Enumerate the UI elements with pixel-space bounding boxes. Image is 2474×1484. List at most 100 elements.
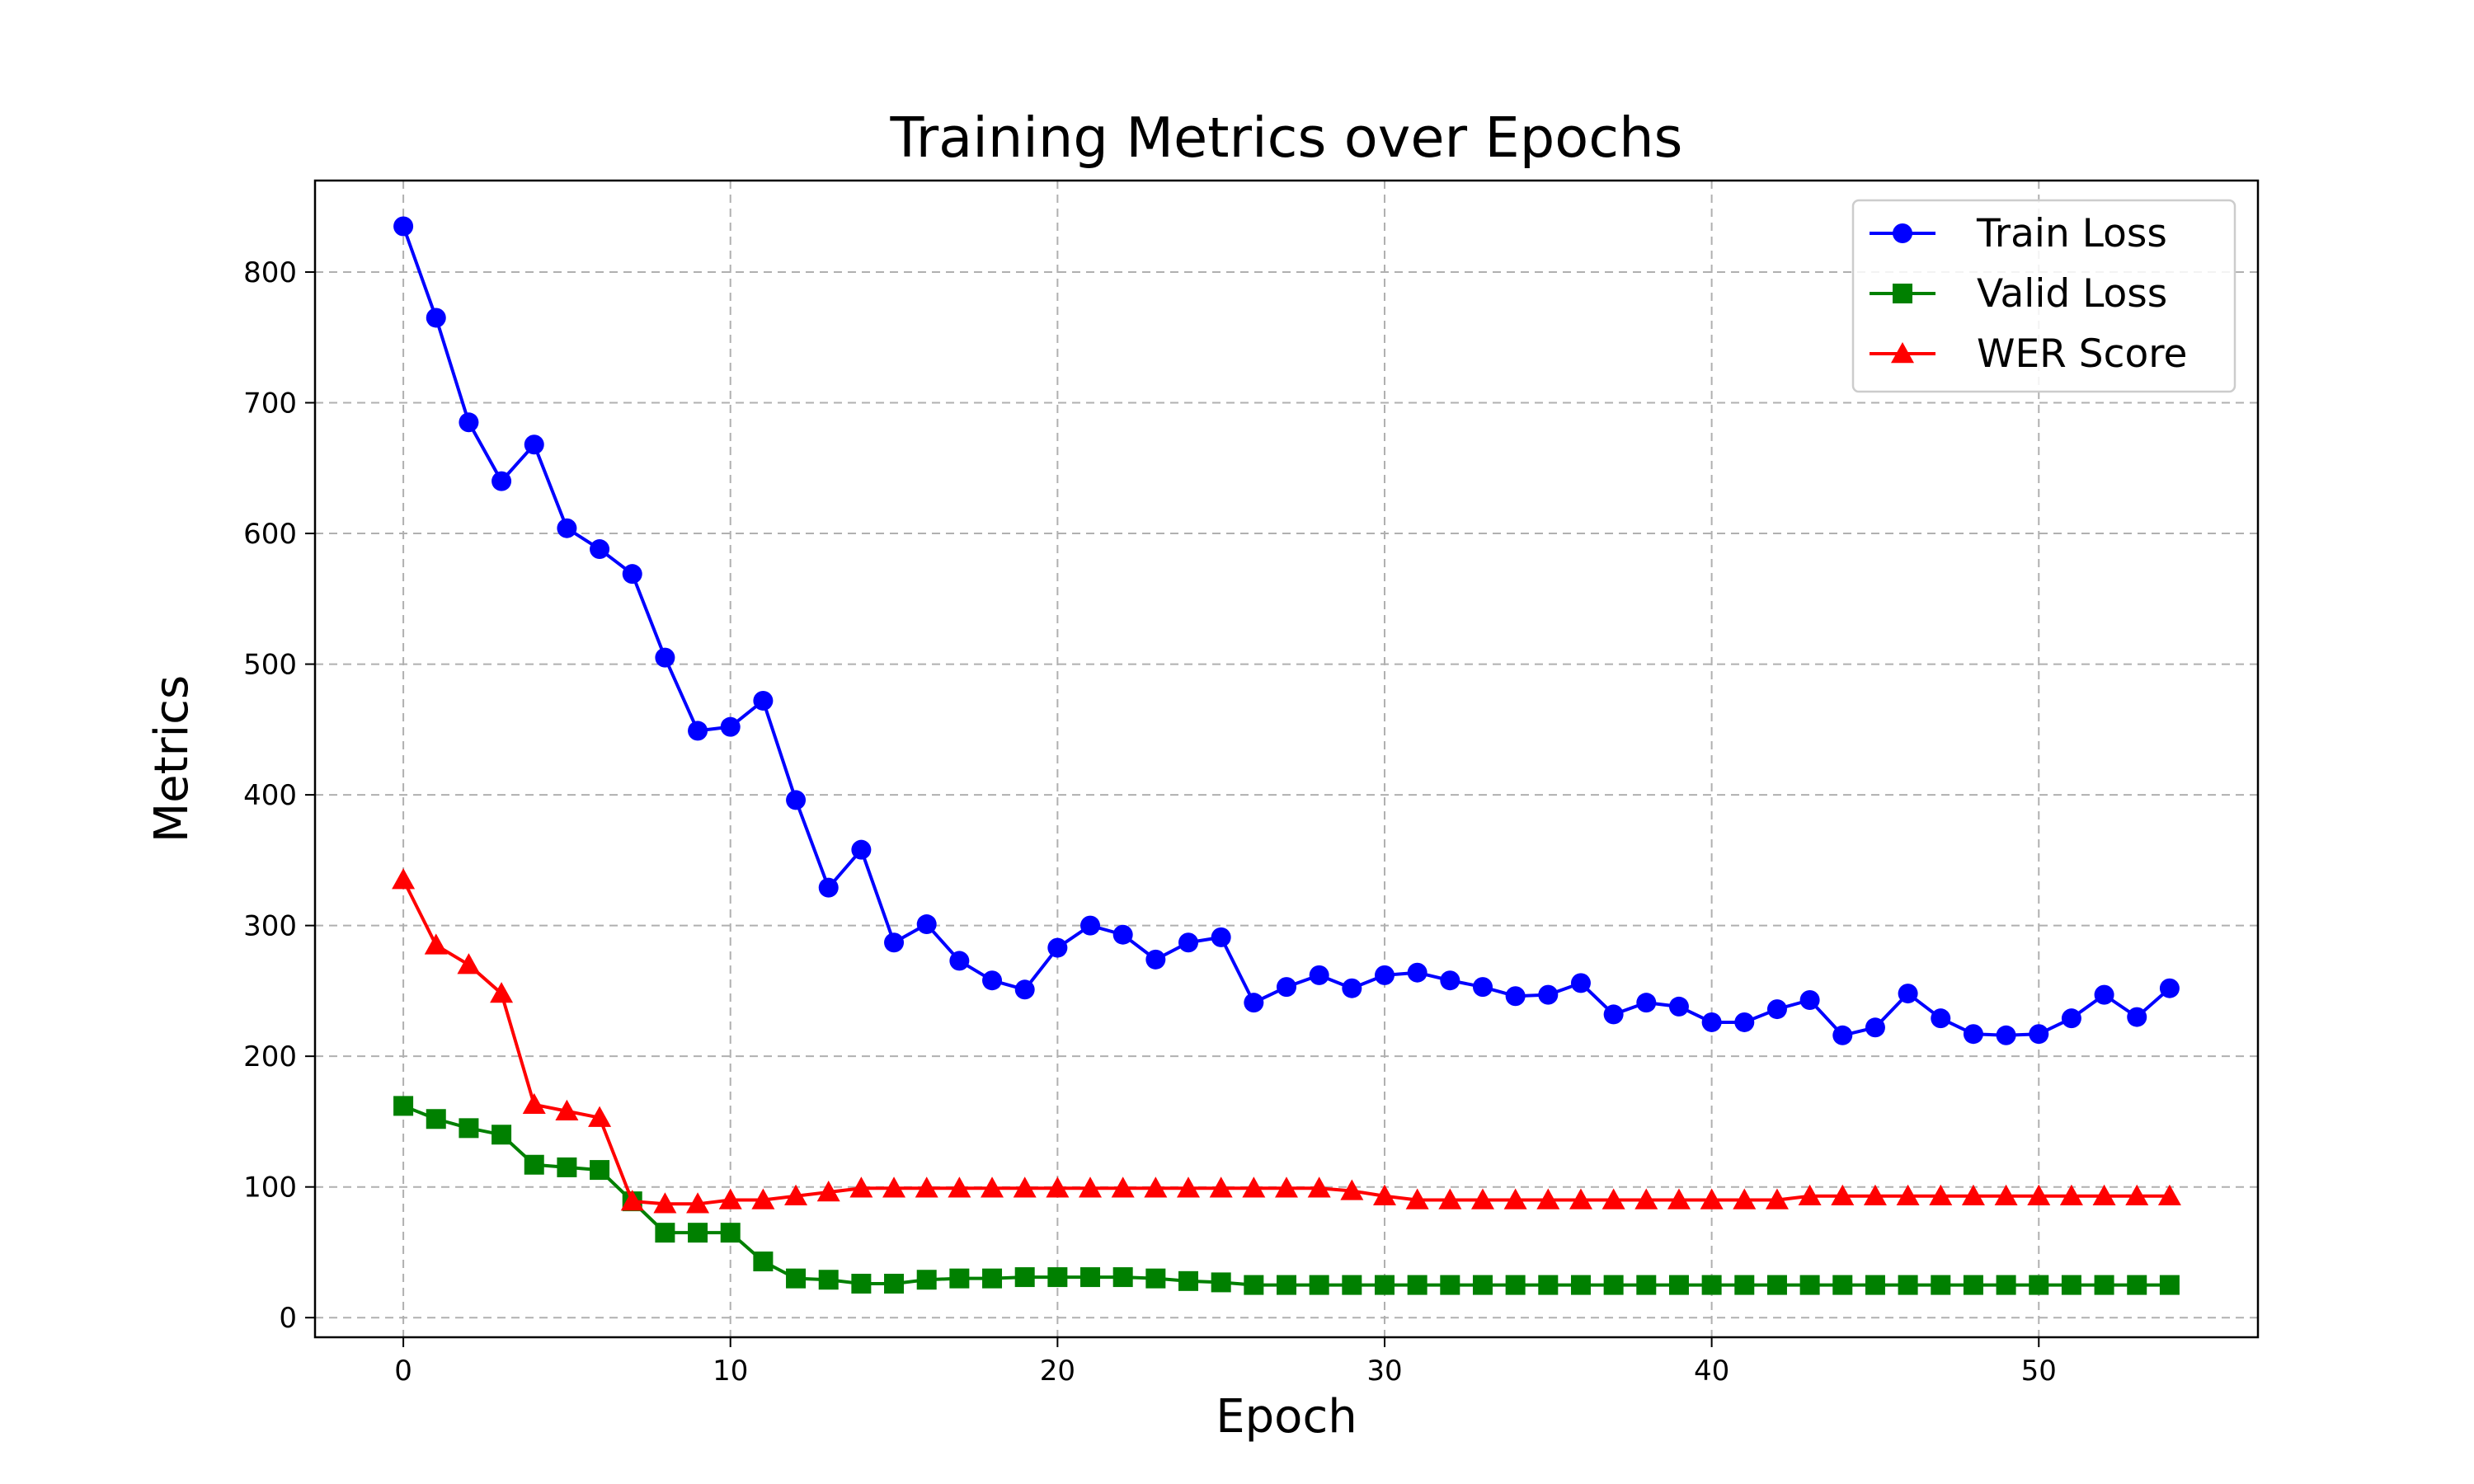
valid-loss-point: [1440, 1275, 1460, 1295]
valid-loss-point: [1374, 1275, 1395, 1295]
train-loss-point: [1766, 999, 1787, 1020]
train-loss-point: [1538, 984, 1559, 1005]
train-loss-point: [2159, 978, 2180, 998]
valid-loss-point: [1277, 1275, 1296, 1295]
train-loss-legend-marker: [1893, 223, 1912, 243]
valid-loss-point: [1898, 1275, 1918, 1295]
wer-score-point: [1307, 1176, 1331, 1198]
valid-loss-point: [1766, 1275, 1787, 1295]
train-loss-point: [2061, 1008, 2081, 1029]
wer-score-point: [653, 1192, 677, 1214]
y-tick-label: 200: [243, 1040, 297, 1073]
valid-loss-point: [2094, 1275, 2114, 1295]
train-loss-point: [1407, 962, 1427, 983]
y-tick-label: 700: [243, 387, 297, 420]
valid-loss-point: [1636, 1275, 1657, 1295]
train-loss-point: [393, 216, 414, 237]
wer-score-point: [915, 1176, 938, 1198]
valid-loss-legend-marker: [1893, 284, 1912, 303]
wer-score-point: [751, 1188, 775, 1209]
valid-loss-point: [753, 1252, 774, 1272]
wer-score-point: [882, 1176, 906, 1198]
valid-loss-point: [426, 1109, 446, 1129]
train-loss-point: [688, 721, 708, 741]
train-loss-point: [1799, 989, 1820, 1010]
train-loss-point: [459, 412, 479, 433]
train-loss-point: [1342, 978, 1362, 998]
train-loss-point: [949, 951, 970, 971]
train-loss-point: [1145, 949, 1166, 970]
wer-score-point: [457, 953, 481, 974]
chart-title: Training Metrics over Epochs: [890, 106, 1683, 170]
train-loss-point: [1636, 993, 1657, 1013]
wer-score-point: [1896, 1184, 1920, 1205]
series-layer: [392, 216, 2181, 1295]
wer-score-point: [1111, 1176, 1135, 1198]
valid-loss-point: [1178, 1270, 1199, 1291]
valid-loss-point: [1538, 1275, 1559, 1295]
train-loss-point: [851, 839, 872, 860]
x-tick-label: 40: [1694, 1355, 1729, 1388]
train-loss-point: [1996, 1025, 2016, 1045]
valid-loss-point: [1996, 1275, 2016, 1295]
wer-score-point: [2092, 1184, 2116, 1205]
train-loss-point: [1112, 924, 1133, 945]
wer-score-point: [490, 982, 514, 1003]
valid-loss-legend-label: Valid Loss: [1977, 271, 2167, 317]
train-loss-point: [1374, 965, 1395, 985]
wer-score-point: [1275, 1176, 1298, 1198]
valid-loss-point: [1734, 1275, 1755, 1295]
valid-loss-point: [492, 1125, 512, 1145]
x-tick-label: 50: [2021, 1355, 2057, 1388]
y-tick-label: 100: [243, 1172, 297, 1205]
wer-score-point: [1177, 1176, 1201, 1198]
train-loss-point: [2029, 1024, 2049, 1045]
x-tick-label: 30: [1366, 1355, 1402, 1388]
valid-loss-point: [786, 1268, 807, 1289]
valid-loss-point: [1112, 1267, 1133, 1288]
train-loss-point: [1963, 1024, 1983, 1045]
train-loss-point: [1734, 1012, 1755, 1032]
train-loss-point: [1080, 915, 1101, 936]
y-tick-label: 600: [243, 518, 297, 551]
valid-loss-point: [393, 1096, 414, 1116]
valid-loss-point: [1145, 1268, 1166, 1289]
wer-score-point: [1961, 1184, 1985, 1205]
valid-loss-point: [1047, 1267, 1068, 1288]
train-loss-point: [426, 308, 446, 328]
wer-score-point: [1569, 1188, 1592, 1209]
valid-loss-point: [1799, 1275, 1820, 1295]
wer-score-point: [1536, 1188, 1560, 1209]
train-loss-point: [524, 434, 544, 455]
valid-loss-point: [1832, 1275, 1853, 1295]
train-loss-point: [1603, 1004, 1624, 1025]
wer-score-point: [1503, 1188, 1527, 1209]
wer-score-point: [2027, 1184, 2051, 1205]
train-loss-point: [1014, 979, 1035, 1000]
wer-score-point: [2157, 1184, 2181, 1205]
wer-score-point: [1929, 1184, 1953, 1205]
train-loss-point: [818, 877, 839, 898]
wer-score-point: [1144, 1176, 1168, 1198]
valid-loss-point: [655, 1223, 675, 1243]
wer-score-point: [1470, 1188, 1494, 1209]
train-loss-point: [1211, 927, 1231, 947]
valid-loss-series: [393, 1096, 2180, 1295]
train-loss-point: [2094, 984, 2114, 1005]
train-loss-point: [492, 471, 512, 491]
wer-score-point: [948, 1176, 971, 1198]
valid-loss-point: [1407, 1275, 1427, 1295]
train-loss-point: [622, 564, 642, 585]
valid-loss-point: [590, 1160, 610, 1181]
valid-loss-point: [1472, 1275, 1493, 1295]
wer-score-point: [620, 1190, 644, 1211]
wer-score-point: [1798, 1184, 1822, 1205]
wer-score-point: [816, 1181, 840, 1202]
wer-score-point: [1733, 1188, 1757, 1209]
valid-loss-point: [1309, 1275, 1329, 1295]
wer-score-point: [424, 933, 448, 955]
train-loss-point: [1309, 965, 1329, 985]
valid-loss-point: [524, 1154, 544, 1175]
